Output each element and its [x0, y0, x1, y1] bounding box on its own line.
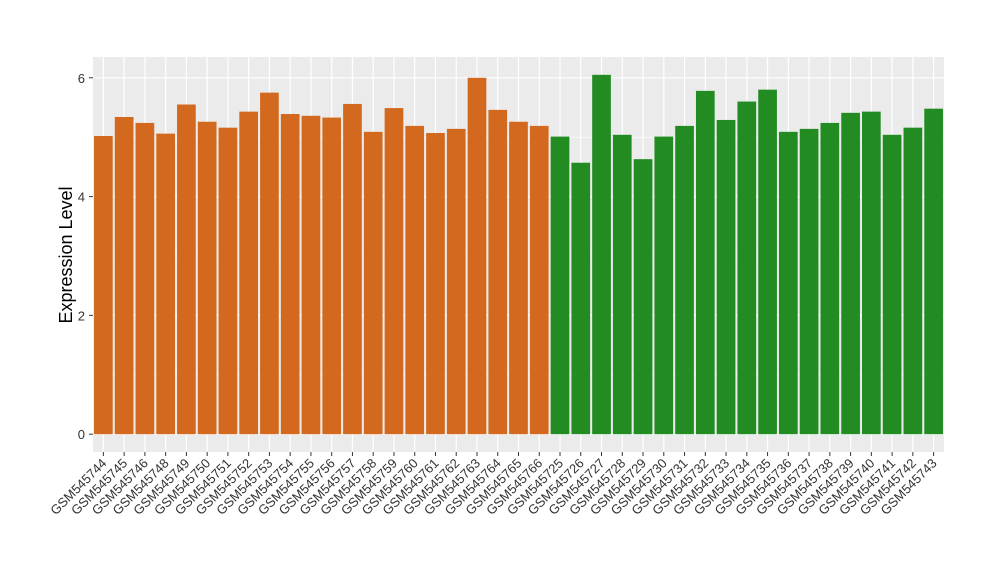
bar — [571, 162, 591, 435]
bar — [633, 159, 653, 435]
bar — [446, 128, 466, 435]
bar — [363, 131, 383, 435]
bar — [924, 108, 943, 435]
bar — [384, 108, 404, 435]
bar — [820, 122, 840, 435]
bar — [301, 115, 321, 435]
bar — [882, 134, 902, 435]
bar — [426, 133, 445, 435]
bar — [716, 119, 736, 435]
bar — [799, 128, 819, 435]
bar — [114, 116, 134, 435]
bar — [903, 127, 923, 435]
bar — [737, 101, 757, 435]
bar — [405, 125, 425, 435]
bar — [592, 74, 611, 435]
bar — [156, 133, 175, 435]
bar — [654, 136, 674, 435]
bar — [550, 136, 570, 435]
bar — [612, 134, 632, 435]
bar — [529, 125, 549, 435]
y-tick-label: 4 — [78, 190, 85, 205]
bar — [94, 136, 113, 435]
bar — [509, 121, 528, 435]
bar — [862, 111, 881, 435]
bar — [135, 122, 155, 435]
y-tick-label: 0 — [78, 427, 85, 442]
bar — [177, 104, 196, 435]
bar — [343, 103, 362, 435]
bar — [488, 109, 508, 435]
bar — [239, 111, 259, 435]
bar — [675, 125, 694, 435]
y-axis-title: Expression Level — [56, 186, 76, 323]
bar — [841, 112, 860, 435]
y-tick-label: 6 — [78, 71, 85, 86]
bar — [695, 90, 715, 435]
bar — [322, 117, 342, 435]
bar — [467, 77, 487, 435]
bar — [260, 92, 279, 435]
bar — [197, 121, 217, 435]
bar — [218, 127, 238, 435]
y-tick-label: 2 — [78, 308, 85, 323]
bar — [778, 131, 798, 435]
bar — [758, 89, 777, 435]
bar — [280, 114, 300, 435]
